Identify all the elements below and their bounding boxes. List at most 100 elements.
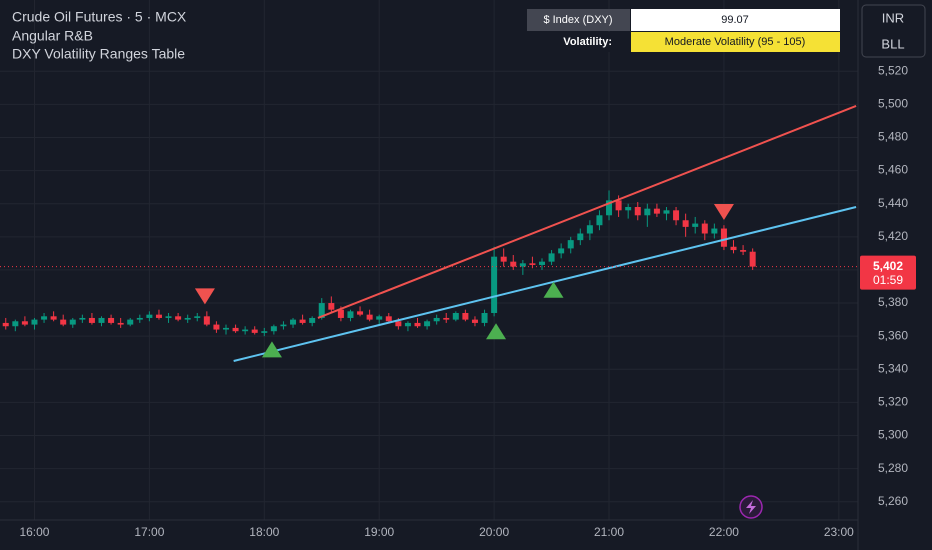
button-label[interactable]: INR — [882, 10, 904, 25]
candle-body — [79, 317, 86, 320]
x-tick-label: 16:00 — [19, 525, 49, 539]
candle-body — [41, 316, 48, 320]
legend-line: Angular R&B — [12, 28, 93, 44]
candle-body — [337, 309, 344, 318]
y-tick-label: 5,480 — [878, 130, 908, 144]
candle-body — [452, 312, 459, 320]
candle-body — [21, 321, 28, 325]
candle-body — [749, 251, 756, 267]
candle-body — [60, 319, 67, 325]
buy-signal — [543, 281, 564, 298]
candle-body — [567, 240, 574, 249]
candle-body — [213, 324, 220, 330]
candle-body — [290, 319, 297, 325]
table-text: 99.07 — [721, 14, 749, 26]
sell-signal — [194, 288, 215, 305]
candle-body — [586, 225, 593, 234]
candle-body — [577, 233, 584, 241]
y-tick-label: 5,420 — [878, 229, 908, 243]
icon-bolt[interactable] — [746, 500, 756, 514]
candle-body — [644, 208, 651, 216]
candle-body — [606, 200, 613, 216]
x-tick-label: 20:00 — [479, 525, 509, 539]
candle-body — [251, 329, 258, 333]
candle-body — [625, 207, 632, 211]
candle-body — [127, 319, 134, 325]
candle-body — [730, 246, 737, 251]
candle-body — [98, 317, 105, 323]
candle-body — [740, 250, 747, 252]
candle-body — [404, 322, 411, 327]
candle-body — [232, 327, 239, 332]
y-tick-label: 5,360 — [878, 328, 908, 342]
countdown-label: 01:59 — [873, 273, 903, 287]
candle-body — [634, 207, 641, 216]
candle-body — [117, 322, 124, 325]
y-tick-label: 5,380 — [878, 295, 908, 309]
candle-body — [318, 303, 325, 318]
candle-body — [175, 316, 182, 320]
button-label[interactable]: BLL — [881, 36, 904, 51]
candle-body — [481, 312, 488, 323]
trendline — [233, 206, 857, 362]
candle-body — [471, 319, 478, 323]
candle-body — [108, 317, 115, 323]
table-text: $ Index (DXY) — [543, 14, 612, 26]
legend-line: Crude Oil Futures · 5 · MCX — [12, 9, 187, 25]
candle-body — [663, 210, 670, 214]
candle-body — [548, 253, 555, 262]
last-price-box — [860, 255, 916, 290]
table-cell — [631, 9, 840, 31]
candle-body — [270, 326, 277, 332]
candle-body — [299, 319, 306, 323]
candle-body — [357, 311, 364, 315]
candle-body — [653, 208, 660, 214]
y-tick-label: 5,460 — [878, 163, 908, 177]
candle-body — [31, 319, 38, 325]
candle-body — [414, 322, 421, 327]
candle-body — [673, 210, 680, 221]
candle-body — [433, 317, 440, 322]
candle-body — [309, 317, 316, 323]
candle-body — [711, 228, 718, 234]
candle-body — [500, 256, 507, 262]
button-box[interactable] — [861, 4, 926, 58]
candle-body — [491, 256, 498, 313]
lightning-button[interactable] — [739, 495, 763, 519]
candle-body — [146, 314, 153, 318]
candle-body — [155, 314, 162, 318]
plot — [0, 105, 858, 362]
x-tick-label: 23:00 — [824, 525, 854, 539]
candle-body — [203, 316, 210, 325]
candle-body — [88, 317, 95, 323]
y-tick-label: 5,440 — [878, 196, 908, 210]
candle-body — [376, 316, 383, 320]
candle-body — [136, 317, 143, 320]
y-tick-label: 5,280 — [878, 461, 908, 475]
y-tick-label: 5,340 — [878, 361, 908, 375]
candle-body — [596, 215, 603, 226]
candle-body — [462, 312, 469, 320]
candle-body — [615, 200, 622, 211]
sell-signal — [713, 203, 734, 220]
buy-signal — [486, 323, 507, 340]
x-tick-label: 19:00 — [364, 525, 394, 539]
buy-signal — [261, 341, 282, 358]
candle-body — [385, 316, 392, 322]
candle-body — [50, 316, 57, 320]
last-price-label: 5,402 — [873, 259, 903, 273]
grid — [0, 0, 858, 520]
legend-line: DXY Volatility Ranges Table — [12, 46, 185, 62]
candle-body — [194, 316, 201, 318]
candle-body — [328, 303, 335, 310]
candle-body — [280, 324, 287, 327]
candle-body — [692, 223, 699, 227]
currency-buttons[interactable]: INR BLL — [861, 4, 926, 58]
candle-body — [222, 327, 229, 330]
y-tick-label: 5,300 — [878, 428, 908, 442]
x-tick-label: 18:00 — [249, 525, 279, 539]
candle-body — [519, 263, 526, 267]
candle-body — [510, 261, 517, 267]
